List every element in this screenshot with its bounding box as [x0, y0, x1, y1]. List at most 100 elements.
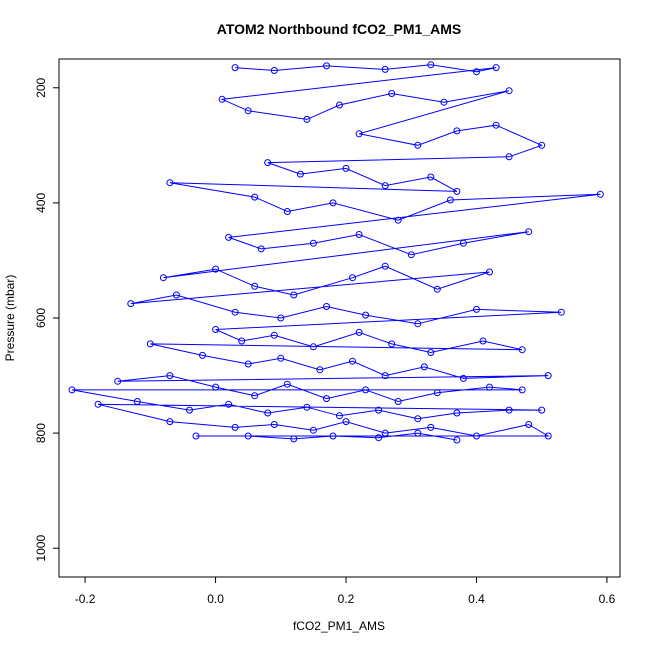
data-point [323, 303, 330, 310]
y-tick-label: 400 [34, 193, 48, 213]
y-tick-label: 200 [34, 77, 48, 97]
data-point [166, 372, 174, 380]
x-axis-label: fCO2_PM1_AMS [293, 619, 385, 633]
data-point [277, 354, 285, 362]
data-point [212, 383, 220, 391]
data-point [251, 193, 259, 201]
data-point [277, 314, 285, 322]
data-point [427, 61, 435, 69]
data-point [381, 262, 389, 270]
data-point [375, 406, 383, 414]
data-point [486, 268, 493, 276]
data-point [323, 62, 330, 70]
data-point [420, 363, 428, 371]
data-point [283, 208, 291, 215]
data-point [166, 418, 174, 426]
data-point [264, 159, 272, 167]
data-point [231, 64, 239, 72]
data-point [225, 233, 233, 241]
data-point [68, 386, 76, 394]
y-tick-label: 600 [34, 308, 48, 328]
data-point [557, 308, 565, 316]
data-point [518, 386, 526, 394]
data-point [342, 164, 350, 172]
data-point [375, 434, 383, 442]
data-point [349, 274, 356, 282]
data-point [381, 182, 389, 190]
data-point [270, 67, 278, 74]
data-point [349, 357, 356, 365]
data-point [394, 398, 402, 405]
data-point [453, 409, 461, 417]
data-point [114, 377, 122, 385]
y-tick-label: 800 [34, 423, 48, 443]
data-point [192, 432, 200, 440]
data-point [414, 141, 422, 149]
data-point [329, 432, 337, 440]
data-point [316, 366, 324, 374]
data-point [290, 435, 298, 443]
y-axis-label: Pressure (mbar) [3, 275, 17, 362]
data-point [336, 101, 343, 109]
plot-frame [58, 58, 621, 578]
data-point [596, 190, 604, 198]
data-point [342, 418, 350, 426]
data-point [453, 187, 461, 195]
data-point [433, 389, 441, 397]
data-point [492, 64, 500, 72]
data-point [486, 383, 493, 391]
data-point [492, 121, 500, 129]
data-point [264, 409, 272, 417]
data-point [329, 199, 337, 207]
y-axis: 200 400 600 800 1000 [34, 77, 60, 562]
data-point [538, 141, 546, 149]
data-point [303, 403, 311, 411]
x-tick-label: 0.2 [338, 592, 355, 606]
x-tick-label: 0.6 [599, 592, 616, 606]
x-tick-label: -0.2 [75, 592, 96, 606]
chart-title: ATOM2 Northbound fCO2_PM1_AMS [217, 21, 462, 37]
y-tick-label: 1000 [34, 535, 48, 562]
data-point [251, 282, 259, 290]
data-point [355, 130, 363, 138]
data-point [251, 392, 259, 400]
series-line [71, 64, 601, 441]
data-point [427, 349, 435, 356]
data-point [381, 429, 389, 437]
data-point [446, 196, 454, 204]
data-point [127, 300, 135, 308]
plot-area [68, 61, 604, 444]
data-point [257, 245, 265, 253]
data-point [166, 179, 174, 187]
data-point [544, 432, 552, 440]
data-point [453, 127, 461, 135]
data-point [505, 406, 513, 414]
x-tick-label: 0.0 [207, 592, 224, 606]
data-point [414, 415, 422, 423]
data-point [525, 421, 533, 428]
data-point [414, 429, 422, 437]
data-point [212, 265, 220, 273]
data-point [473, 68, 480, 76]
data-point [244, 360, 252, 368]
data-point [159, 274, 167, 282]
data-point [473, 305, 480, 313]
data-point [270, 421, 278, 428]
data-point [244, 432, 252, 440]
data-point [296, 170, 304, 178]
data-point [199, 351, 206, 359]
data-point [453, 436, 461, 444]
data-point [238, 337, 246, 345]
data-point [544, 372, 552, 380]
data-point [362, 311, 370, 319]
data-point [231, 308, 239, 316]
data-point [225, 400, 233, 408]
data-point [336, 412, 343, 420]
data-point [362, 386, 370, 394]
data-point [323, 395, 330, 403]
data-point [309, 239, 317, 247]
data-point [538, 406, 546, 414]
data-point [309, 426, 317, 434]
data-point [94, 400, 102, 408]
